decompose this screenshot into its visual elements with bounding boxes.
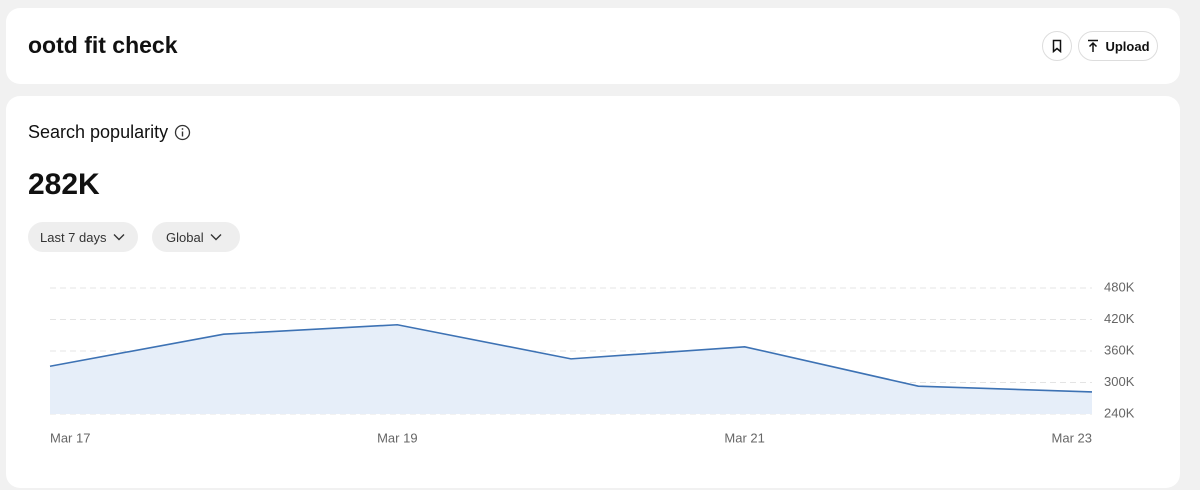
area-fill: [50, 324, 1092, 414]
chart: 240K 300K 360K 420K 480K Mar 17 Mar 19 Mar 21 Ma…: [49, 279, 1135, 445]
info-icon[interactable]: [174, 124, 191, 141]
card-title: Search popularity: [28, 122, 169, 142]
x-tick-label: Mar 21: [724, 430, 764, 445]
period-dropdown[interactable]: Last 7 days: [28, 222, 138, 252]
bookmark-button[interactable]: [1042, 31, 1072, 61]
chevron-icon: [113, 234, 124, 241]
y-tick-label: 360K: [1104, 342, 1135, 357]
region-label: Global: [166, 229, 204, 245]
chevron-icon: [210, 234, 222, 241]
x-tick-label: Mar 17: [50, 430, 90, 445]
header-card: ootd fit check Upload: [6, 8, 1180, 84]
upload-button[interactable]: Upload: [1078, 31, 1158, 61]
popularity-value: 282K: [28, 168, 100, 201]
popularity-card: Search popularity 282K Last 7 days Globa…: [6, 96, 1180, 488]
y-tick-label: 420K: [1104, 311, 1135, 326]
x-tick-label: Mar 23: [1052, 430, 1092, 445]
x-tick-label: Mar 19: [377, 430, 417, 445]
card-heading: Search popularity: [28, 122, 191, 143]
y-tick-label: 240K: [1104, 405, 1135, 420]
upload-label: Upload: [1105, 38, 1150, 54]
period-label: Last 7 days: [40, 229, 107, 245]
bookmark-icon: [1052, 39, 1062, 53]
y-tick-label: 300K: [1104, 374, 1135, 389]
trend-line: [49, 323, 1093, 393]
upload-icon: [1088, 39, 1099, 52]
region-dropdown[interactable]: Global: [152, 222, 240, 252]
page-title: ootd fit check: [28, 32, 178, 58]
y-tick-label: 480K: [1104, 279, 1135, 294]
